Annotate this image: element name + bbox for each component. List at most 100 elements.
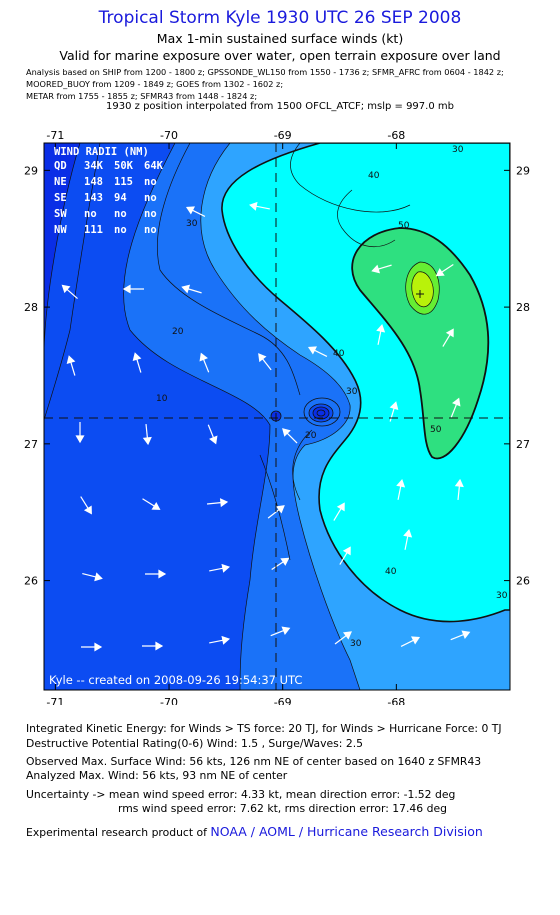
dpr-line: Destructive Potential Rating(0-6) Wind: …: [26, 737, 364, 750]
x-tick-label-top: -69: [274, 129, 292, 142]
wind-radii-cell: SW: [54, 208, 67, 220]
y-tick-label-right: 27: [516, 438, 530, 451]
wind-radii-cell: NE: [54, 176, 67, 188]
wind-radii-cell: no: [144, 208, 157, 220]
credit-text: Kyle -- created on 2008-09-26 19:54:37 U…: [49, 673, 302, 687]
wind-radii-title: WIND RADII (NM): [54, 146, 149, 158]
contour-label: 10: [156, 394, 168, 404]
wind-arrow-head: [83, 505, 92, 515]
wind-arrow-head: [396, 479, 406, 488]
wind-radii-cell: 94: [114, 192, 127, 204]
wind-arrow-head: [275, 505, 285, 514]
wind-arrow-head: [61, 284, 71, 294]
y-tick-label-left: 28: [24, 301, 38, 314]
wind-arrow-head: [151, 501, 161, 510]
contour-label: 30: [346, 387, 358, 397]
plot-frame: [43, 142, 511, 691]
wind-arrow-head: [258, 353, 267, 363]
contour-label: 20: [305, 431, 317, 441]
org-link[interactable]: NOAA / AOML / Hurricane Research Divisio…: [210, 824, 483, 839]
uncertainty-line-2: rms wind speed error: 7.62 kt, rms direc…: [118, 802, 447, 815]
band-50: [351, 227, 490, 460]
contour-label: 30: [452, 145, 464, 155]
wind-radii-cell: no: [144, 176, 157, 188]
wind-arrow-head: [249, 201, 258, 211]
wind-arrow-head: [452, 397, 461, 407]
contour-lines: [44, 143, 411, 561]
ike-line: Integrated Kinetic Energy: for Winds > T…: [26, 722, 502, 735]
x-tick-label-top: -71: [46, 129, 64, 142]
product-text: Experimental research product of: [26, 826, 211, 839]
y-tick-label-right: 26: [516, 575, 530, 588]
wind-radii-cell: NW: [54, 224, 67, 236]
wind-arrow-head: [461, 630, 471, 639]
x-tick-label-bottom: -71: [46, 696, 64, 705]
position-note: 1930 z position interpolated from 1500 O…: [106, 101, 454, 112]
wind-arrow-head: [94, 642, 103, 652]
wind-radii-cell: SE: [54, 192, 67, 204]
wind-arrow-head: [389, 401, 399, 411]
wind-radii-cell: QD: [54, 160, 67, 172]
wind-arrow-head: [199, 352, 208, 362]
wind-arrow-head: [185, 206, 195, 215]
wind-arrow-head: [221, 635, 230, 645]
wind-radii-table: WIND RADII (NM) QD 34K 50K 64K NE 148 115 no SE 1…: [54, 146, 164, 236]
wind-arrow-head: [155, 641, 164, 651]
wind-radii-cell: no: [84, 208, 97, 220]
tick-marks: [44, 143, 510, 690]
wind-radii-cell: 64K: [144, 160, 164, 172]
x-tick-label-bottom: -70: [160, 696, 178, 705]
max-wind-marker: [416, 290, 424, 298]
wind-arrow-head: [435, 268, 445, 277]
band-64: [411, 271, 434, 308]
x-tick-label-bottom: -69: [274, 696, 292, 705]
wind-arrow-head: [282, 428, 291, 437]
wind-radii-cell: 143: [84, 192, 103, 204]
wind-arrow-head: [132, 352, 142, 362]
wind-arrow-head: [307, 346, 317, 355]
wind-arrow-head: [411, 636, 421, 645]
contour-label: 30: [496, 591, 508, 601]
contour-label: 20: [172, 327, 184, 337]
wind-radii-cell: 34K: [84, 160, 104, 172]
y-tick-label-right: 29: [516, 164, 530, 177]
y-tick-label-left: 29: [24, 164, 38, 177]
wind-arrow-head: [209, 435, 218, 445]
contour-label: 40: [333, 349, 345, 359]
wind-arrow-head: [122, 284, 131, 294]
contour-label: 50: [398, 221, 410, 231]
wind-radii-cell: 115: [114, 176, 133, 188]
wind-arrow-head: [281, 626, 291, 635]
wind-arrow-head: [403, 529, 413, 538]
uncertainty-line-1: Uncertainty -> mean wind speed error: 4.…: [26, 788, 456, 801]
analysis-line-1: Analysis based on SHIP from 1200 - 1800 …: [26, 67, 504, 77]
product-line: Experimental research product of NOAA / …: [26, 824, 483, 839]
y-tick-label-left: 27: [24, 438, 38, 451]
wind-radii-cell: no: [114, 208, 127, 220]
tick-labels: -71 -71 -70 -70 -69 -69 -68 -68 29 29 28 28 27 27 26 26: [24, 129, 530, 705]
wind-arrow-head: [342, 631, 352, 640]
y-tick-label-left: 26: [24, 575, 38, 588]
wind-radii-cell: no: [144, 224, 157, 236]
contour-label: 40: [385, 567, 397, 577]
contour-label: 50: [430, 425, 442, 435]
y-tick-label-right: 28: [516, 301, 530, 314]
wind-arrow-head: [66, 355, 76, 365]
wind-arrow-head: [445, 328, 454, 338]
wind-arrow-head: [376, 324, 386, 333]
validity-note: Valid for marine exposure over water, op…: [59, 48, 501, 63]
wind-arrow-head: [221, 563, 230, 573]
wind-arrow-head: [342, 546, 351, 556]
observed-line: Observed Max. Surface Wind: 56 kts, 126 …: [26, 755, 482, 768]
wind-arrow-head: [75, 435, 85, 444]
wind-arrow-head: [219, 498, 229, 508]
wind-arrow-head: [454, 478, 464, 488]
subtitle: Max 1-min sustained surface winds (kt): [156, 31, 404, 46]
wind-arrow-head: [280, 557, 290, 566]
contour-labels: 40 50 30 30 20 10 40 30 20 50 40 30 30: [156, 145, 508, 649]
wind-radii-cell: no: [114, 224, 127, 236]
wind-arrow-head: [142, 436, 152, 446]
wind-radii-cell: 50K: [114, 160, 134, 172]
analyzed-line: Analyzed Max. Wind: 56 kts, 93 nm NE of …: [26, 769, 288, 782]
